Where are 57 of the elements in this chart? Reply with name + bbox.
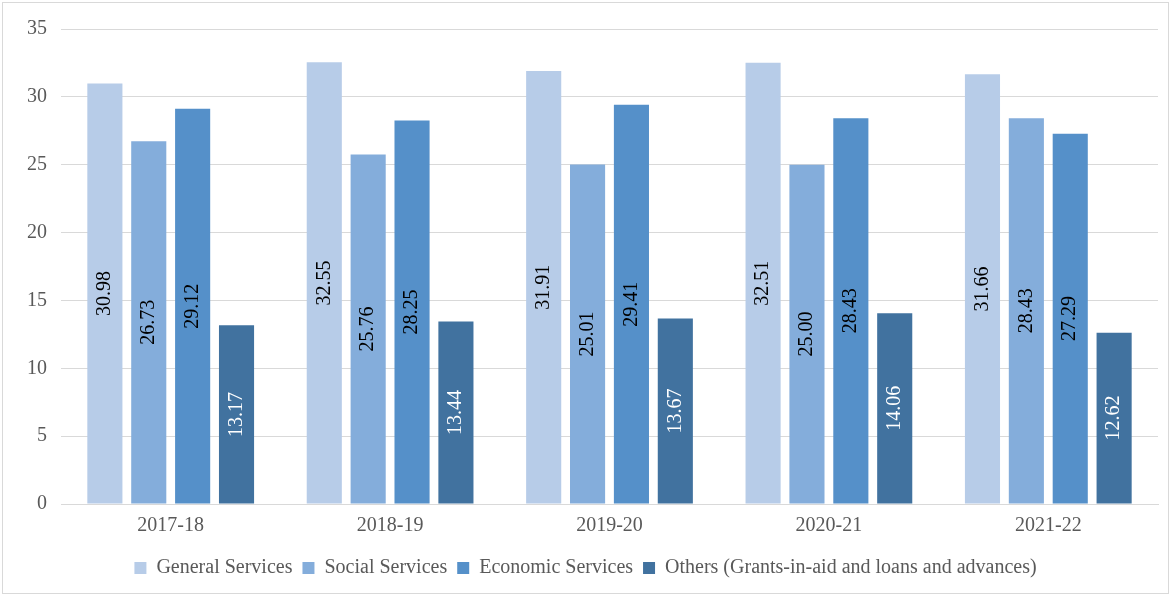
data-label: 29.41: [618, 281, 641, 327]
data-label: 25.76: [355, 306, 378, 352]
bar: [964, 74, 1001, 504]
data-label: 31.66: [969, 266, 992, 312]
x-tick-label: 2017-18: [137, 513, 205, 536]
data-label: 13.67: [662, 388, 685, 434]
y-tick-label: 20: [27, 219, 47, 242]
bar: [438, 321, 474, 504]
bar: [1096, 332, 1132, 504]
bar: [570, 164, 606, 504]
bar: [1052, 133, 1088, 504]
data-label: 29.12: [179, 283, 202, 329]
bar: [789, 164, 825, 504]
y-tick-label: 35: [27, 16, 47, 39]
data-label: 13.44: [443, 390, 466, 436]
x-tick-label: 2021-22: [1014, 513, 1082, 536]
data-label: 27.29: [1057, 296, 1080, 342]
bar: [87, 83, 123, 504]
data-label: 32.55: [311, 260, 334, 306]
bar: [526, 70, 562, 504]
y-tick-label: 25: [27, 151, 47, 174]
data-label: 12.62: [1101, 395, 1124, 441]
data-label: 13.17: [223, 391, 246, 437]
data-label: 28.25: [399, 289, 422, 335]
y-tick-label: 0: [37, 491, 47, 514]
data-label: 31.91: [530, 264, 553, 310]
bar: [218, 325, 255, 504]
legend-label: Others (Grants-in-aid and loans and advances): [665, 555, 1037, 579]
bar: [613, 104, 649, 504]
data-label: 14.06: [881, 385, 904, 431]
y-tick-label: 30: [27, 84, 47, 107]
bar: [657, 318, 693, 504]
bar: [175, 108, 211, 504]
data-label: 25.01: [574, 311, 597, 357]
y-tick-label: 5: [37, 423, 47, 446]
bar: [833, 118, 869, 504]
x-tick-label: 2018-19: [356, 513, 424, 536]
x-tick-label: 2020-21: [795, 513, 863, 536]
data-label: 28.43: [838, 288, 861, 334]
y-tick-label: 15: [27, 287, 47, 310]
data-label: 25.00: [794, 311, 817, 357]
x-tick-label: 2019-20: [576, 513, 643, 536]
data-label: 28.43: [1013, 288, 1036, 334]
data-label: 26.73: [136, 299, 159, 345]
data-label: 30.98: [92, 271, 115, 317]
bar: [877, 313, 913, 504]
bar: [131, 141, 167, 504]
bar: [306, 62, 342, 504]
bar: [745, 62, 781, 504]
legend-label: Economic Services: [479, 555, 634, 578]
bar: [350, 154, 386, 504]
bar: [1008, 118, 1044, 504]
y-tick-label: 10: [27, 355, 47, 378]
legend-label: General Services: [156, 555, 293, 578]
data-label: 32.51: [750, 260, 773, 306]
legend-label: Social Services: [324, 555, 448, 578]
bar: [394, 120, 430, 504]
